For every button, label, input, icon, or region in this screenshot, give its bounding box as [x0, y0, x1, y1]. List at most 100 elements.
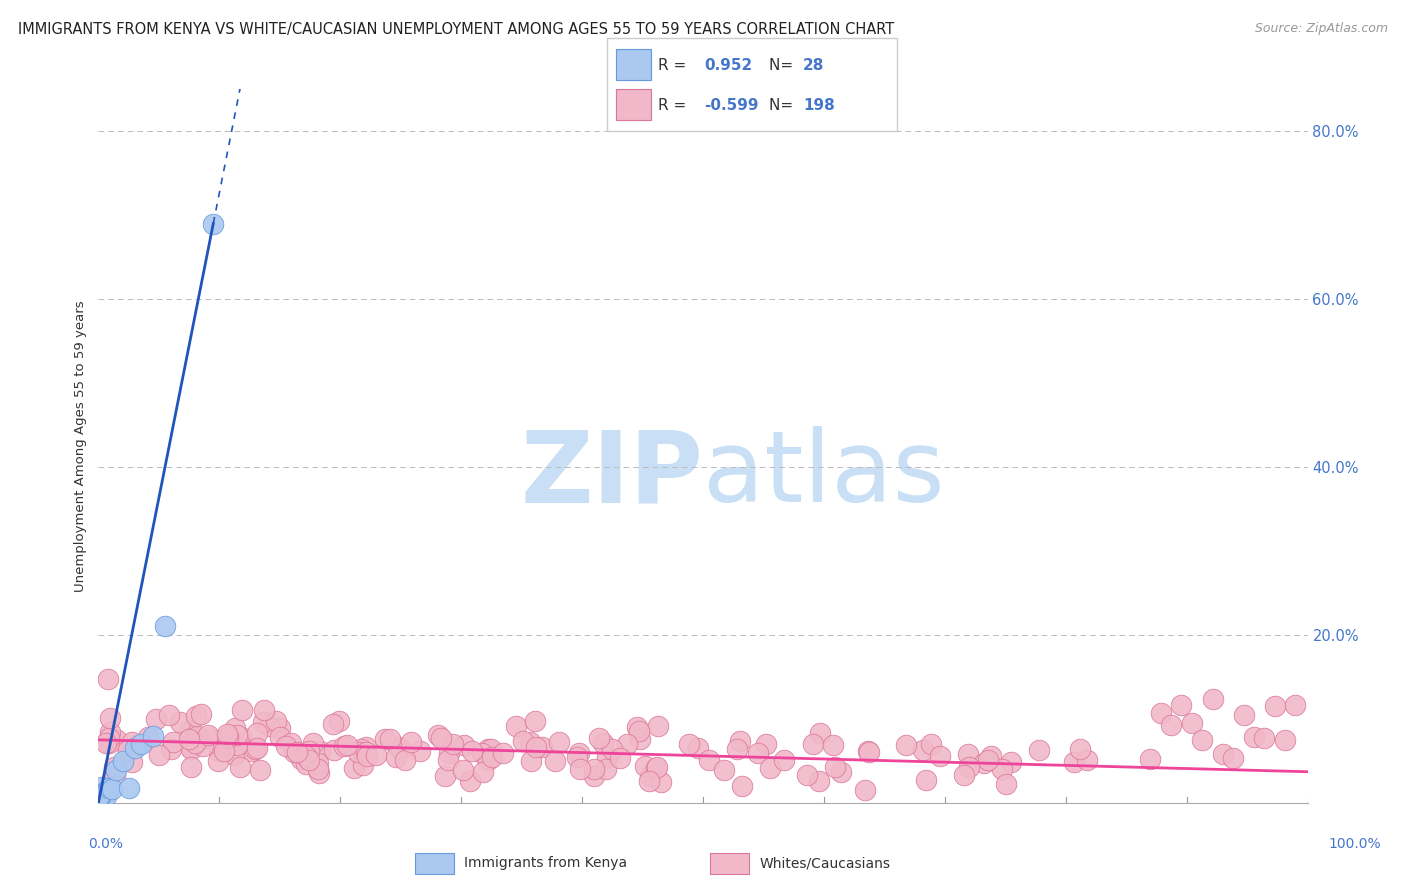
- Point: [101, 781, 124, 796]
- Point: [252, 703, 274, 717]
- Point: [87, 789, 110, 803]
- Point: [1000, 755, 1022, 769]
- Point: [374, 732, 396, 747]
- Text: N=: N=: [769, 58, 799, 72]
- Point: [270, 731, 292, 745]
- Point: [1264, 698, 1286, 713]
- Point: [215, 727, 238, 741]
- Point: [678, 737, 700, 751]
- Point: [96, 789, 118, 803]
- Point: [747, 746, 769, 760]
- Point: [914, 773, 936, 788]
- Text: R =: R =: [658, 98, 692, 112]
- Text: 0.952: 0.952: [704, 58, 752, 72]
- Point: [184, 733, 207, 747]
- Point: [280, 735, 302, 749]
- Point: [117, 743, 139, 757]
- Point: [544, 754, 567, 768]
- Point: [96, 784, 118, 798]
- Point: [307, 756, 329, 771]
- Point: [93, 788, 115, 802]
- Point: [90, 793, 112, 807]
- Point: [356, 748, 378, 763]
- Point: [595, 762, 617, 776]
- Point: [634, 758, 657, 772]
- Point: [1233, 707, 1256, 722]
- Point: [129, 737, 152, 751]
- Point: [568, 746, 591, 760]
- Point: [600, 742, 623, 756]
- Point: [387, 740, 409, 755]
- Point: [274, 739, 297, 753]
- Point: [90, 780, 112, 794]
- Point: [730, 779, 752, 793]
- Point: [89, 789, 111, 804]
- Point: [142, 729, 165, 743]
- Point: [1243, 731, 1265, 745]
- Point: [430, 731, 453, 746]
- Point: [179, 732, 201, 747]
- Point: [98, 736, 121, 750]
- Point: [104, 768, 127, 782]
- Point: [94, 736, 117, 750]
- Text: R =: R =: [658, 58, 692, 72]
- Point: [89, 790, 111, 805]
- Point: [990, 762, 1012, 776]
- Point: [240, 744, 263, 758]
- Point: [920, 737, 942, 751]
- Point: [285, 745, 308, 759]
- Point: [89, 788, 111, 802]
- Point: [190, 707, 212, 722]
- Point: [1063, 755, 1085, 769]
- Point: [90, 787, 112, 801]
- Point: [567, 750, 589, 764]
- Point: [184, 730, 207, 744]
- Text: 100.0%: 100.0%: [1329, 837, 1381, 851]
- Point: [200, 732, 222, 747]
- Point: [808, 726, 831, 740]
- Point: [111, 754, 134, 768]
- Point: [858, 745, 880, 759]
- Point: [246, 741, 269, 756]
- Text: Whites/Caucasians: Whites/Caucasians: [759, 856, 890, 871]
- Point: [609, 750, 631, 764]
- Point: [638, 774, 661, 789]
- Point: [616, 737, 638, 751]
- Point: [588, 731, 610, 746]
- Point: [184, 736, 207, 750]
- Point: [644, 761, 666, 775]
- Point: [759, 761, 782, 775]
- Point: [197, 728, 219, 742]
- Point: [460, 773, 482, 788]
- Point: [162, 734, 184, 748]
- Point: [385, 750, 408, 764]
- Point: [298, 753, 321, 767]
- Point: [269, 722, 291, 736]
- Point: [1274, 733, 1296, 747]
- Point: [180, 760, 202, 774]
- Point: [90, 794, 112, 808]
- Point: [638, 769, 661, 783]
- Point: [98, 711, 121, 725]
- Point: [87, 787, 110, 801]
- Point: [443, 737, 465, 751]
- Point: [481, 749, 503, 764]
- Text: 28: 28: [803, 58, 824, 72]
- Point: [1284, 698, 1306, 712]
- Point: [471, 746, 494, 760]
- Point: [104, 763, 127, 777]
- Point: [222, 748, 245, 763]
- Point: [264, 714, 287, 729]
- Point: [1222, 750, 1244, 764]
- Point: [153, 619, 176, 633]
- Point: [336, 738, 359, 752]
- Point: [229, 760, 252, 774]
- Point: [157, 708, 180, 723]
- Point: [333, 739, 356, 754]
- Point: [354, 745, 377, 759]
- Point: [394, 753, 416, 767]
- Point: [592, 736, 614, 750]
- Point: [994, 777, 1017, 791]
- Point: [121, 756, 143, 770]
- Point: [626, 720, 648, 734]
